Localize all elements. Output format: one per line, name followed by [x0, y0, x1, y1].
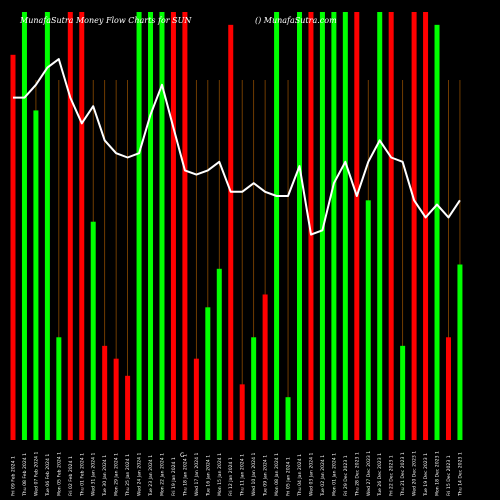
x-tick-label: Wed 27 Dec 2023 1 [366, 451, 372, 496]
bar-up [365, 200, 371, 440]
axis-mark: C [180, 452, 184, 459]
bar-up [21, 12, 27, 440]
bar-up [377, 12, 383, 440]
x-tick-label: Tue 02 Jan 2024 1 [320, 455, 326, 497]
bar-up [33, 110, 39, 440]
x-tick-label: Thu 25 Jan 2024 1 [125, 454, 131, 497]
x-tick-label: Wed 03 Jan 2024 1 [308, 453, 314, 496]
x-tick-label: Fri 19 Jan 2024 1 [171, 457, 177, 496]
bar-down [388, 12, 394, 440]
x-tick-label: Thu 04 Jan 2024 1 [297, 454, 303, 497]
bar-down [228, 24, 234, 441]
x-tick-label: Fri 09 Feb 2024 1 [11, 456, 17, 496]
bar-up [331, 12, 337, 440]
x-tick-label: Thu 18 Jan 2024 1 [182, 454, 188, 497]
bar-up [434, 24, 440, 441]
bar-down [445, 337, 451, 440]
x-tick-label: Wed 20 Dec 2023 1 [412, 451, 418, 496]
x-tick-label: Wed 24 Jan 2024 1 [137, 453, 143, 496]
x-tick-label: Mon 01 Jan 2024 1 [331, 453, 337, 496]
x-tick-label: Mon 15 Jan 2024 1 [217, 453, 223, 496]
x-tick-label: Tue 19 Dec 2023 1 [423, 453, 429, 497]
bar-up [90, 221, 96, 440]
bar-down [170, 12, 176, 440]
x-tick-label: Thu 14 Dec 2023 1 [457, 452, 463, 497]
bar-up [400, 345, 406, 440]
x-tick-label: Wed 17 Jan 2024 1 [194, 453, 200, 496]
bar-down [193, 358, 199, 440]
bar-up [342, 12, 348, 440]
bar-up [216, 268, 222, 440]
bar-up [285, 397, 291, 440]
chart-subtitle: () MunafaSutra.com [255, 16, 337, 25]
bar-up [136, 12, 142, 440]
x-tick-label: Tue 23 Jan 2024 1 [148, 455, 154, 497]
x-tick-label: Mon 05 Feb 2024 1 [56, 452, 62, 496]
x-tick-label: Mon 22 Jan 2024 1 [159, 453, 165, 496]
x-tick-label: Thu 01 Feb 2024 1 [79, 453, 85, 497]
x-tick-label: Thu 11 Jan 2024 1 [240, 454, 246, 497]
x-tick-label: Fri 05 Jan 2024 1 [286, 457, 292, 496]
bar-up [251, 337, 257, 440]
bar-down [354, 12, 360, 440]
x-tick-label: Tue 06 Feb 2024 1 [45, 454, 51, 497]
chart-title: MunafaSutra Money Flow Charts for SUN [19, 16, 192, 25]
x-tick-label: Thu 21 Dec 2023 1 [400, 452, 406, 497]
bar-down [239, 384, 245, 440]
bar-down [67, 12, 73, 440]
x-tick-label: Fri 02 Feb 2024 1 [68, 456, 74, 496]
bar-down [125, 375, 131, 440]
bar-up [274, 12, 280, 440]
x-tick-label: Thu 08 Feb 2024 1 [22, 453, 28, 497]
x-tick-label: Wed 10 Jan 2024 1 [251, 453, 257, 496]
x-tick-label: Fri 22 Dec 2023 1 [389, 455, 395, 496]
x-tick-label: Tue 26 Dec 2023 1 [377, 453, 383, 497]
x-tick-label: Mon 29 Jan 2024 1 [114, 453, 120, 496]
bar-up [297, 12, 302, 440]
bar-up [148, 12, 154, 440]
x-tick-labels: Fri 09 Feb 2024 1 Thu 08 Feb 2024 1 Wed 07… [11, 451, 464, 497]
bar-down [102, 345, 108, 440]
bar-down [182, 12, 188, 440]
x-tick-label: Tue 09 Jan 2024 1 [263, 455, 269, 497]
bar-down [423, 12, 429, 440]
bar-down [308, 12, 314, 440]
x-tick-label: Fri 29 Dec 2023 1 [343, 455, 349, 496]
x-tick-label: Thu 28 Dec 2023 1 [354, 452, 360, 497]
bars [10, 12, 463, 441]
money-flow-line [13, 58, 461, 236]
x-tick-label: Fri 12 Jan 2024 1 [228, 457, 234, 496]
bar-down [113, 358, 119, 440]
bar-up [44, 12, 50, 440]
x-tick-label: Mon 08 Jan 2024 1 [274, 453, 280, 496]
bar-down [411, 12, 417, 440]
bar-up [319, 12, 325, 440]
bar-down [79, 12, 85, 440]
x-tick-label: Wed 31 Jan 2024 1 [91, 453, 97, 496]
x-tick-label: Fri 15 Dec 2023 1 [446, 455, 452, 496]
x-tick-label: Tue 30 Jan 2024 1 [102, 455, 108, 497]
bar-up [56, 337, 62, 440]
bar-up [159, 12, 165, 440]
bar-down [262, 294, 268, 440]
bar-up [205, 307, 211, 440]
x-tick-label: Wed 07 Feb 2024 1 [33, 451, 39, 496]
bar-up [457, 264, 463, 440]
x-tick-label: Tue 16 Jan 2024 1 [205, 455, 211, 497]
x-tick-label: Mon 18 Dec 2023 1 [435, 451, 441, 496]
bar-down [10, 54, 16, 441]
